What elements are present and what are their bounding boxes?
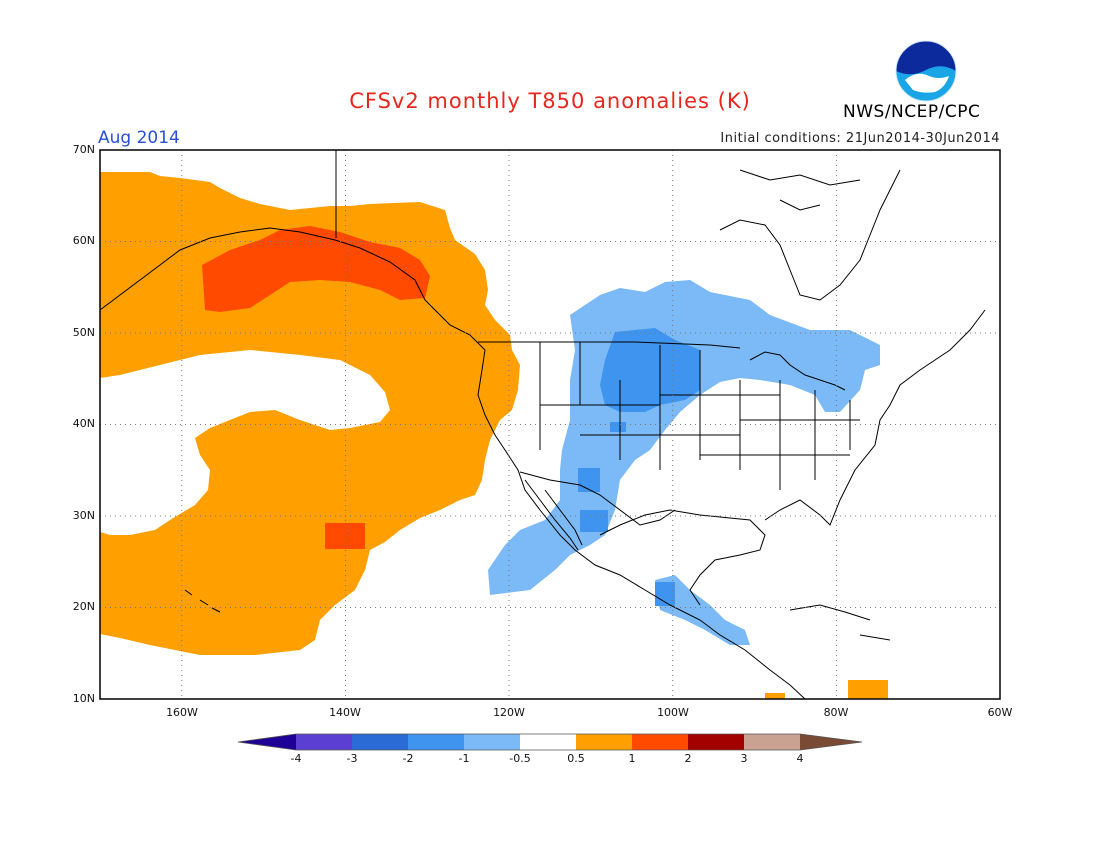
- strong-cool-anomaly-patch: [580, 510, 608, 532]
- colorbar-label: 1: [628, 752, 636, 765]
- agency-label: NWS/NCEP/CPC: [843, 102, 981, 122]
- lon-tick-label: 100W: [657, 706, 689, 719]
- month-label: Aug 2014: [98, 128, 180, 148]
- neutral-region: [100, 350, 390, 535]
- colorbar-label: -0.5: [509, 752, 531, 765]
- lat-tick-label: 60N: [72, 234, 95, 247]
- colorbar-segment: [576, 734, 632, 750]
- colorbar-segment: [744, 734, 800, 750]
- colorbar-segment: [296, 734, 352, 750]
- anomaly-map: [99, 149, 1001, 700]
- lon-tick-label: 60W: [987, 706, 1013, 719]
- lat-tick-label: 50N: [72, 326, 95, 339]
- colorbar-segment: [352, 734, 408, 750]
- colorbar-label: 2: [684, 752, 692, 765]
- colorbar-label: 0.5: [567, 752, 585, 765]
- colorbar-label: 4: [796, 752, 804, 765]
- strong-cool-anomaly-patch: [610, 422, 626, 432]
- strong-warm-anomaly-region: [202, 226, 430, 312]
- initial-conditions-label: Initial conditions: 21Jun2014-30Jun2014: [720, 131, 1000, 146]
- strong-cool-anomaly-patch: [655, 582, 675, 606]
- colorbar: [237, 733, 863, 751]
- graticule: [100, 150, 1000, 699]
- colorbar-segment: [800, 734, 862, 750]
- colorbar-segment: [238, 734, 296, 750]
- cool-anomaly-region: [488, 280, 880, 595]
- lat-tick-label: 20N: [72, 600, 95, 613]
- cool-anomaly-region: [655, 575, 750, 645]
- warm-anomaly-patch: [848, 680, 888, 699]
- colorbar-segment: [408, 734, 464, 750]
- colorbar-label: 3: [740, 752, 748, 765]
- strong-cool-anomaly-region: [600, 328, 700, 412]
- lat-tick-label: 70N: [72, 143, 95, 156]
- noaa-logo-icon: [895, 40, 957, 102]
- coastlines: [99, 150, 986, 700]
- colorbar-label: -4: [290, 752, 302, 765]
- colorbar-segment: [688, 734, 744, 750]
- warm-anomaly-patch: [765, 693, 785, 699]
- colorbar-label: -3: [346, 752, 358, 765]
- lon-tick-label: 160W: [166, 706, 198, 719]
- chart-title: CFSv2 monthly T850 anomalies (K): [349, 89, 751, 113]
- lat-tick-label: 30N: [72, 509, 95, 522]
- colorbar-label: -1: [458, 752, 470, 765]
- strong-cool-anomaly-patch: [578, 468, 600, 492]
- lon-tick-label: 120W: [493, 706, 525, 719]
- colorbar-segment: [632, 734, 688, 750]
- anomaly-shading: [100, 172, 888, 699]
- map-frame: [99, 149, 1001, 700]
- colorbar-label: -2: [402, 752, 414, 765]
- lat-tick-label: 40N: [72, 417, 95, 430]
- colorbar-segment: [464, 734, 520, 750]
- lat-tick-label: 10N: [72, 692, 95, 705]
- colorbar-segment: [520, 734, 576, 750]
- lon-tick-label: 140W: [329, 706, 361, 719]
- lon-tick-label: 80W: [823, 706, 849, 719]
